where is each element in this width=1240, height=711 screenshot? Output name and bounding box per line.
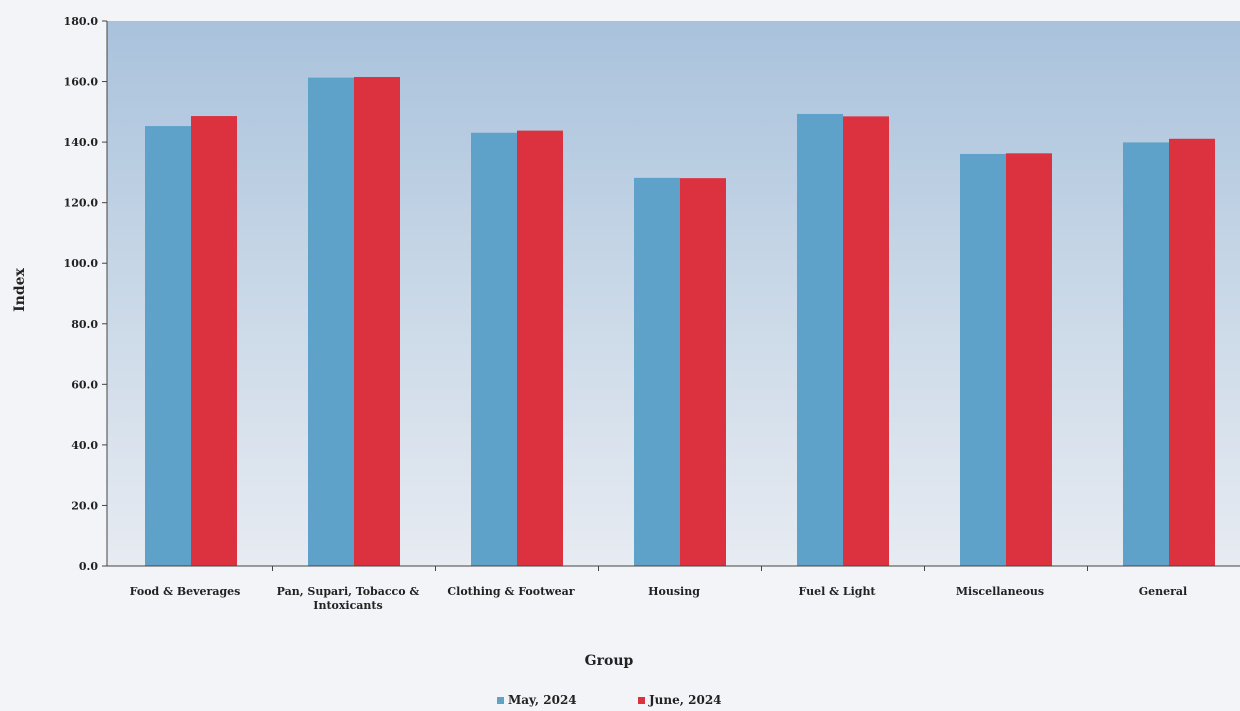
y-tick-label: 80.0 (71, 318, 98, 331)
y-tick-label: 40.0 (71, 439, 98, 452)
y-tick-label: 20.0 (71, 499, 98, 512)
x-category-label: General (1139, 585, 1188, 598)
bar-june-2024 (1169, 138, 1215, 566)
bar-may-2024 (145, 126, 191, 566)
y-tick-label: 0.0 (79, 560, 98, 573)
x-category-label: Intoxicants (313, 599, 382, 612)
bar-june-2024 (1006, 153, 1052, 566)
bar-may-2024 (1123, 142, 1169, 567)
bar-may-2024 (471, 132, 517, 566)
x-category-label: Fuel & Light (798, 585, 876, 598)
y-tick-label: 180.0 (64, 15, 99, 28)
y-tick-label: 120.0 (64, 197, 99, 210)
bar-june-2024 (517, 130, 563, 566)
bar-june-2024 (680, 178, 726, 566)
y-tick-label: 160.0 (64, 76, 99, 89)
bar-june-2024 (843, 116, 889, 566)
bar-may-2024 (797, 113, 843, 567)
y-tick-label: 100.0 (64, 257, 99, 270)
bars-group (145, 77, 1215, 567)
bar-may-2024 (634, 177, 680, 567)
legend-label: May, 2024 (508, 693, 577, 707)
legend-label: June, 2024 (648, 693, 722, 707)
x-category-label: Miscellaneous (956, 585, 1044, 598)
legend-swatch (497, 697, 504, 704)
x-category-label: Pan, Supari, Tobacco & (277, 585, 420, 598)
y-tick-label: 140.0 (64, 136, 99, 149)
axes-group (102, 20, 1240, 571)
legend-swatch (638, 697, 645, 704)
bar-may-2024 (308, 77, 354, 566)
y-tick-label: 60.0 (71, 378, 98, 391)
bar-may-2024 (960, 153, 1006, 567)
legend: May, 2024 June, 2024 (497, 693, 722, 707)
bar-june-2024 (191, 116, 237, 567)
x-category-label: Clothing & Footwear (447, 585, 574, 598)
x-category-label: Food & Beverages (130, 585, 241, 598)
x-category-label: Housing (648, 585, 700, 598)
bar-june-2024 (354, 77, 400, 566)
x-axis-title: Group (585, 653, 634, 669)
y-axis-title: Index (12, 267, 28, 311)
labels-group: 0.0 20.0 40.0 60.0 80.0 100.0 120.0 140.0 160.0 1… (64, 15, 1188, 612)
